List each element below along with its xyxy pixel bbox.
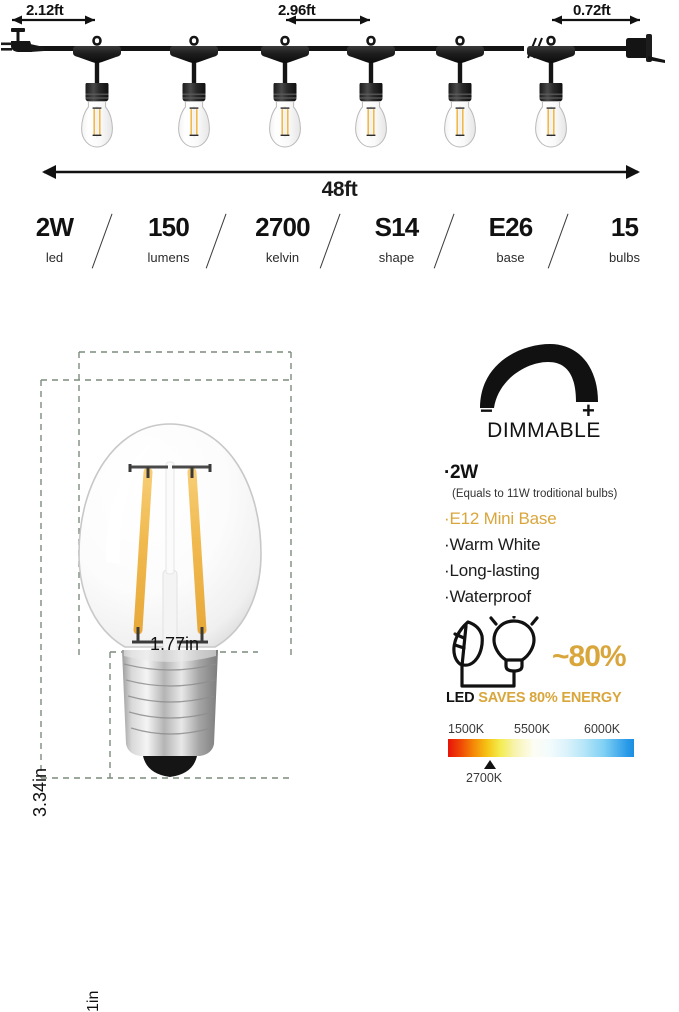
plus-sign: + [582,398,595,418]
dimmable-badge: − + DIMMABLE [464,340,624,443]
spec-divider [99,212,125,274]
spec-label: lumens [147,250,190,265]
lamp-socket-4 [345,35,397,149]
spec-value: 15 [610,212,639,242]
spec-item-base: E26 base [467,212,555,265]
spec-item-shape: S14 shape [353,212,441,265]
bulb-illustration [40,351,292,779]
spec-divider [327,212,353,274]
spec-label: led [45,250,64,265]
minus-sign: − [480,398,493,418]
feature-item-waterproof: ·Waterproof [444,587,531,606]
kelvin-marker-icon [484,760,496,769]
feature-item-warm-white: ·Warm White [444,535,541,554]
kelvin-max-label: 6000K [584,722,621,736]
spec-item-bulbs: 15 bulbs [581,212,669,265]
lamp-socket-3 [259,35,311,149]
dimension-arrow-2-96ft [286,15,370,25]
dimmable-label: DIMMABLE [487,419,601,442]
lamp-socket-2 [168,35,220,149]
end-connector-icon [626,34,665,63]
dimension-label-tail-spacing: 0.72ft [573,2,611,19]
dimmer-arc-icon: − + [480,344,598,423]
bulb-height-label: 3.34in [30,767,50,817]
spec-item-led: 2W led [11,212,99,265]
spec-value: E26 [488,212,534,242]
kelvin-gradient-bar [448,739,634,757]
spec-divider [441,212,467,274]
kelvin-min-label: 1500K [448,722,485,736]
lamp-socket-1 [71,35,123,149]
string-light-diagram: 2.12ft 2.96ft 0.72ft 48ft [0,0,679,205]
glass-highlight [105,440,156,564]
feature-item-long-lasting: ·Long-lasting [444,561,540,580]
dimension-arrow-0-72ft [552,15,640,25]
feature-item-base: ·E12 Mini Base [444,509,557,528]
feature-wattage-note: (Equals to 11W troditional bulbs) [452,488,618,500]
kelvin-mid-label: 5500K [514,722,551,736]
bulb-screw-base [122,650,218,777]
bulb-filaments [128,464,212,644]
spec-value: 2700 [255,212,310,242]
bulb-stem-upper [165,461,175,575]
bulb-outline-icon [492,619,536,662]
dimension-guides [40,351,292,779]
lamp-socket-6 [525,35,577,149]
dimension-label-lead-spacing: 2.12ft [26,2,64,19]
spec-divider [555,212,581,274]
bulb-width-label: 1.77in [150,634,200,654]
feature-list: ·2W (Equals to 11W troditional bulbs) ·E… [444,461,679,610]
eco-leaf-bulb-icon [452,609,539,688]
energy-saving-block: ~80% LED SAVES 80% ENERGY [444,609,679,708]
color-temperature-scale: 1500K 5500K 6000K 2700K [448,722,634,785]
spec-value: S14 [374,212,420,242]
spec-divider [213,212,239,274]
dimension-label-bulb-spacing: 2.96ft [278,2,316,19]
specification-row: 2W led 150 lumens 2700 kelvin S14 shape … [0,212,679,304]
spec-value: 2W [35,212,74,242]
spec-label: bulbs [608,250,641,265]
kelvin-tick-labels: 1500K 5500K 6000K [448,722,634,739]
leaf-icon [452,620,484,667]
caption-rest: SAVES 80% ENERGY [478,690,622,706]
feature-wattage: ·2W [444,462,478,483]
spec-item-kelvin: 2700 kelvin [239,212,327,265]
lamp-socket-5 [434,35,486,149]
dimension-arrow-48ft [42,165,640,179]
spec-value: 150 [148,212,190,242]
spec-label: base [496,250,525,265]
bulb-base-label: 1in [85,990,102,1012]
spec-item-lumens: 150 lumens [125,212,213,265]
caption-led: LED [446,690,475,706]
energy-saving-percent: ~80% [552,640,627,673]
dimension-arrow-2-12ft [12,15,95,25]
dimension-label-total-length: 48ft [321,178,358,201]
energy-saving-caption: LED SAVES 80% ENERGY [446,690,622,706]
string-light-illustration [1,15,665,179]
bulb-dimension-diagram: 1.77in 3.34in 1in [0,312,340,1012]
spec-label: shape [378,250,415,265]
plug-icon [1,28,44,52]
feature-panel: − + DIMMABLE ·2W (Equals to 11W troditio… [440,340,679,785]
spec-label: kelvin [265,250,300,265]
kelvin-marker-label: 2700K [466,771,503,785]
